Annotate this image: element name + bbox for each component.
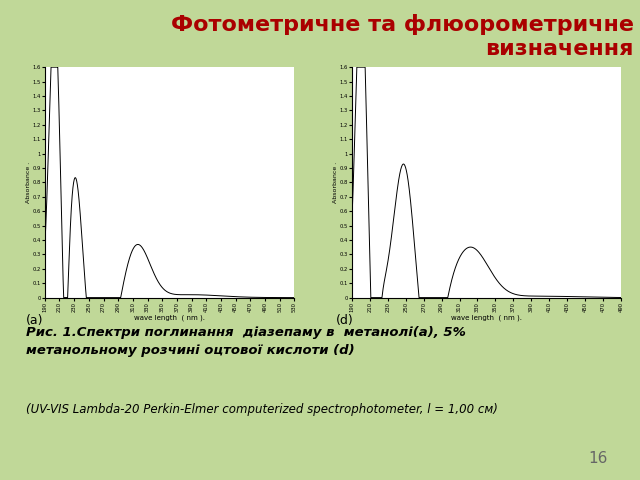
- Text: Фотометричне та флюорометричне
визначення: Фотометричне та флюорометричне визначенн…: [171, 14, 634, 60]
- Y-axis label: Absorbance .: Absorbance .: [333, 162, 338, 203]
- Text: (d): (d): [336, 314, 354, 327]
- Text: wave length  ( nm ).: wave length ( nm ).: [451, 314, 522, 321]
- Y-axis label: Absorbance .: Absorbance .: [26, 162, 31, 203]
- Text: (a): (a): [26, 314, 43, 327]
- Text: Рис. 1.Спектри поглинання  діазепаму в  метанолі(а), 5%
метанольному розчині оцт: Рис. 1.Спектри поглинання діазепаму в ме…: [26, 326, 465, 358]
- Text: (UV-VIS Lambda-20 Perkin-Elmer computerized spectrophotometer, l = 1,00 см): (UV-VIS Lambda-20 Perkin-Elmer computeri…: [26, 403, 497, 416]
- Text: 16: 16: [589, 451, 608, 466]
- Text: wave length  ( nm ).: wave length ( nm ).: [134, 314, 205, 321]
